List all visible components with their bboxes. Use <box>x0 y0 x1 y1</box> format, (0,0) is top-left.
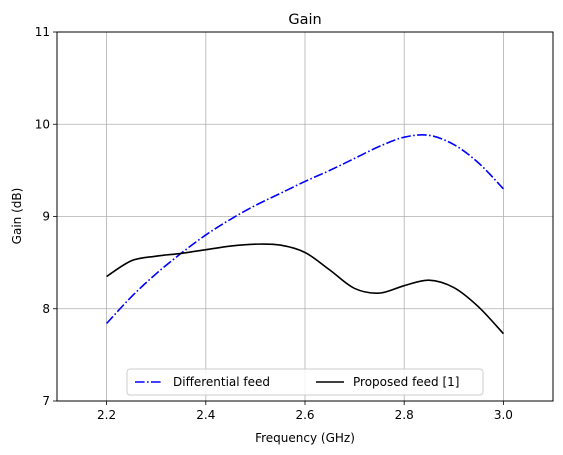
y-axis-label: Gain (dB) <box>10 188 24 245</box>
y-tick-label: 8 <box>42 302 50 316</box>
grid <box>57 31 553 402</box>
x-tick-label: 2.6 <box>295 408 314 422</box>
ticks: 2.2 2.4 2.6 2.8 3.0 7 8 9 10 11 <box>35 25 513 422</box>
y-tick-label: 7 <box>42 394 50 408</box>
x-tick-label: 2.2 <box>97 408 116 422</box>
series-line-proposed-feed-1 <box>106 243 504 335</box>
x-tick-label: 2.4 <box>196 408 215 422</box>
x-tick-label: 2.8 <box>395 408 414 422</box>
legend-label-proposed-feed: Proposed feed [1] <box>353 375 459 389</box>
x-tick-label: 3.0 <box>494 408 513 422</box>
y-tick-label: 11 <box>35 25 50 39</box>
series-line-differential-feed <box>106 134 504 325</box>
y-tick-label: 9 <box>42 210 50 224</box>
chart-title: Gain <box>288 12 321 28</box>
series-lines <box>106 134 504 335</box>
x-axis-label: Frequency (GHz) <box>255 431 355 445</box>
legend-label-differential-feed: Differential feed <box>173 375 270 389</box>
y-tick-label: 10 <box>35 117 50 131</box>
legend-box <box>126 368 484 396</box>
legend: Differential feed Proposed feed [1] <box>126 368 484 396</box>
